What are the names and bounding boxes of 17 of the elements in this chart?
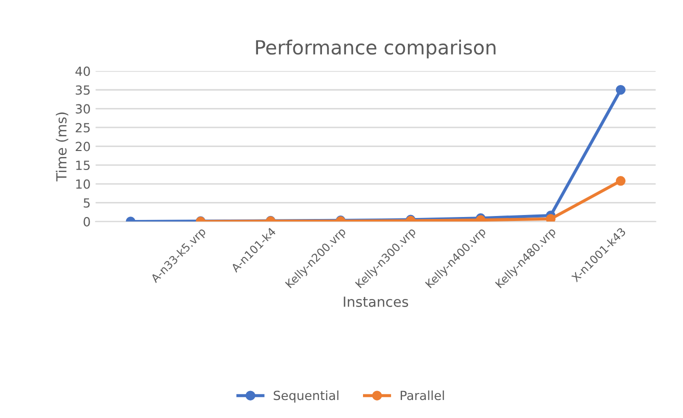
legend-label: Parallel [400,390,444,400]
point [616,176,626,186]
y-tick-label: 30 [76,104,90,114]
chart-title: Performance comparison [256,40,496,58]
y-tick-label: 25 [76,122,90,132]
y-tick-label: 5 [84,198,90,208]
y-tick-label: 10 [76,179,90,189]
point [616,85,626,95]
y-tick-label: 40 [75,66,90,76]
legend-label: Sequential [274,390,338,403]
y-tick-label: 20 [76,142,90,152]
point [546,214,556,222]
y-tick-label: 15 [76,160,90,170]
x-axis-title: Instances [344,296,408,307]
y-tick-label: 0 [84,217,90,226]
y-axis-title: Time (ms) [56,112,68,182]
y-tick-label: 35 [76,85,90,95]
